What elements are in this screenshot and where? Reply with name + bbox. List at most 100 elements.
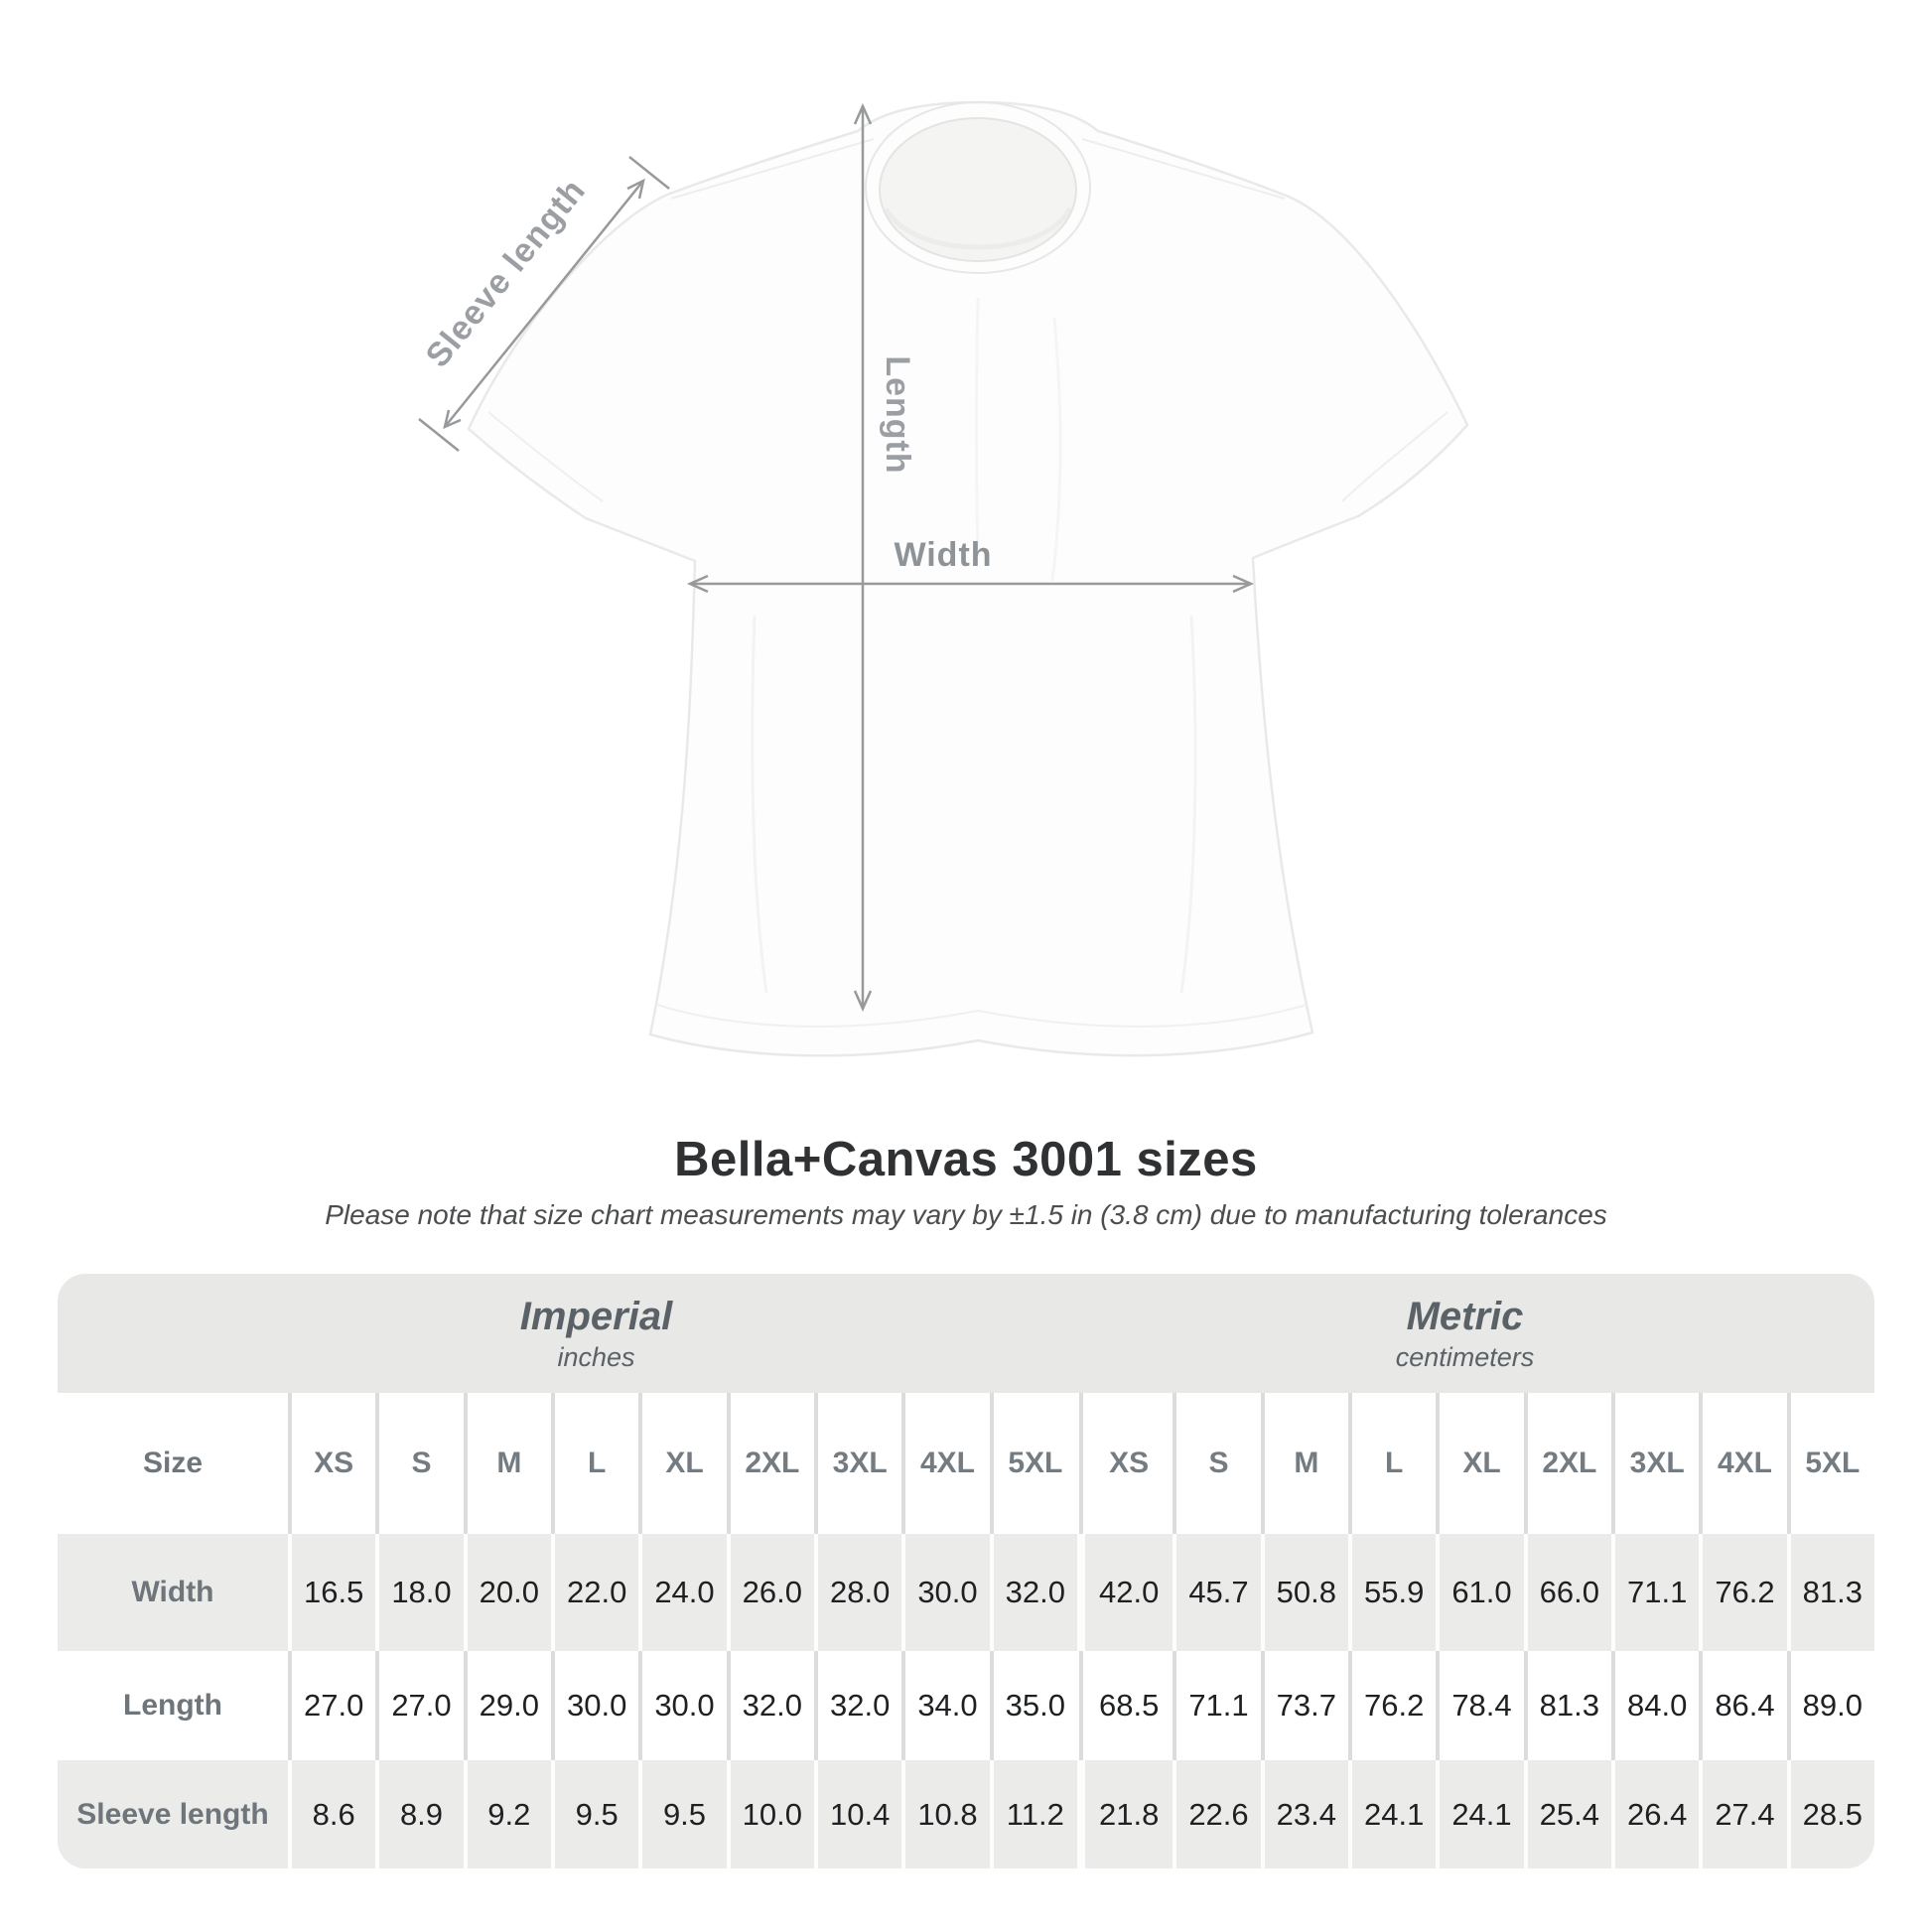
table-cell: 24.1 [1348,1760,1437,1868]
table-cell: 71.1 [1173,1651,1260,1760]
table-cell: 55.9 [1348,1534,1437,1651]
table-cell: 10.0 [726,1760,814,1868]
hem-seam [656,1004,1308,1028]
table-cell: 32.0 [989,1534,1077,1651]
table-cell: 18.0 [375,1534,464,1651]
table-cell: 20.0 [463,1534,551,1651]
column-header-imperial-5xl: 5XL [989,1393,1077,1534]
width-label: Width [894,536,992,574]
table-cell: 35.0 [989,1651,1077,1760]
column-header-imperial-4xl: 4XL [901,1393,989,1534]
cuff-seam-left [487,411,604,502]
wrinkle-line [974,297,980,557]
table-cell: 24.0 [638,1534,727,1651]
column-header-metric-xl: XL [1436,1393,1523,1534]
length-label: Length [879,355,916,474]
size-column-header: Size [142,1447,204,1479]
column-header-metric-s: S [1173,1393,1260,1534]
tshirt-body-shape [467,100,1469,1057]
column-header-imperial-l: L [551,1393,638,1534]
table-cell: 30.0 [638,1651,726,1760]
table-cell: 66.0 [1523,1534,1611,1651]
column-header-imperial-2xl: 2XL [726,1393,814,1534]
unit-group-header: Imperial inches Metric centimeters [58,1274,1874,1393]
table-cell: 45.7 [1173,1534,1261,1651]
column-header-metric-2xl: 2XL [1523,1393,1611,1534]
table-cell: 22.0 [551,1534,639,1651]
table-cell: 71.1 [1611,1534,1700,1651]
table-cell: 50.8 [1260,1534,1348,1651]
table-cell: 68.5 [1098,1688,1160,1723]
table-cell: 11.2 [989,1760,1077,1868]
table-cell: 26.0 [726,1534,814,1651]
row-label-sleeve-length: Sleeve length [58,1760,288,1868]
table-cell: 8.9 [375,1760,464,1868]
wrinkle-line [1050,317,1062,582]
table-cell: 22.6 [1173,1760,1261,1868]
table-cell: 26.4 [1611,1760,1700,1868]
table-cell: 28.5 [1786,1760,1874,1868]
metric-group-header: Metric centimeters [1085,1274,1874,1393]
table-cell: 81.3 [1523,1651,1611,1760]
table-cell: 30.0 [551,1651,638,1760]
column-header-metric-m: M [1260,1393,1348,1534]
cuff-seam-right [1341,411,1449,502]
table-cell: 84.0 [1611,1651,1699,1760]
column-header-imperial-m: M [463,1393,551,1534]
length-arrow [853,102,873,1013]
table-cell: 9.5 [638,1760,727,1868]
table-cell: 32.0 [726,1651,814,1760]
table-cell: 34.0 [901,1651,989,1760]
group-divider [1077,1760,1085,1868]
size-table-panel: Imperial inches Metric centimeters Size … [58,1274,1874,1868]
width-arrow [686,574,1255,594]
table-cell: 25.4 [1523,1760,1611,1868]
table-cell: 24.1 [1436,1760,1524,1868]
column-header-metric-4xl: 4XL [1699,1393,1786,1534]
tshirt-illustration: Length Width Sleeve length [418,100,1469,1057]
table-cell: 27.0 [375,1651,463,1760]
group-divider [1077,1393,1085,1534]
table-cell: 9.5 [551,1760,639,1868]
collar-opening [879,117,1077,262]
column-header-metric-3xl: 3XL [1611,1393,1699,1534]
wrinkle-line [1179,615,1197,994]
shoulder-seam-right [1081,138,1286,200]
table-cell: 73.7 [1260,1651,1348,1760]
table-cell: 86.4 [1699,1651,1786,1760]
page-title: Bella+Canvas 3001 sizes [674,1133,1258,1186]
group-divider [1077,1651,1085,1760]
table-cell: 16.5 [288,1534,376,1651]
collar-outer-ring [865,101,1091,274]
page-subtitle: Please note that size chart measurements… [325,1199,1607,1230]
wrinkle-line [751,615,768,994]
imperial-group-header: Imperial inches [58,1274,1085,1393]
metric-group-name: Metric [1406,1295,1524,1338]
table-cell: 61.0 [1436,1534,1524,1651]
shoulder-seam-left [670,138,875,200]
imperial-group-unit: inches [557,1342,635,1372]
table-cell: 27.4 [1699,1760,1787,1868]
table-cell: 29.0 [463,1651,551,1760]
column-header-metric-xs: XS [1109,1447,1150,1479]
row-label-length: Length [123,1689,222,1722]
table-cell: 21.8 [1085,1760,1173,1868]
size-table: Size XS S M L XL 2XL 3XL 4XL 5XL XS S M … [58,1393,1874,1868]
column-header-metric-l: L [1348,1393,1436,1534]
column-header-imperial-xs: XS [288,1393,375,1534]
table-cell: 8.6 [288,1760,376,1868]
table-cell: 89.0 [1786,1651,1874,1760]
tshirt-diagram: Length Width Sleeve length [418,100,1469,1057]
table-cell: 9.2 [463,1760,551,1868]
row-label-width: Width [58,1534,288,1651]
table-cell: 27.0 [288,1651,375,1760]
table-cell: 10.8 [901,1760,990,1868]
table-cell: 78.4 [1436,1651,1523,1760]
table-cell: 10.4 [814,1760,902,1868]
column-header-imperial-xl: XL [638,1393,726,1534]
sleeve-length-arrow [418,156,670,452]
table-cell: 42.0 [1085,1534,1173,1651]
collar-inner-shadow [883,207,1073,250]
table-cell: 23.4 [1260,1760,1348,1868]
